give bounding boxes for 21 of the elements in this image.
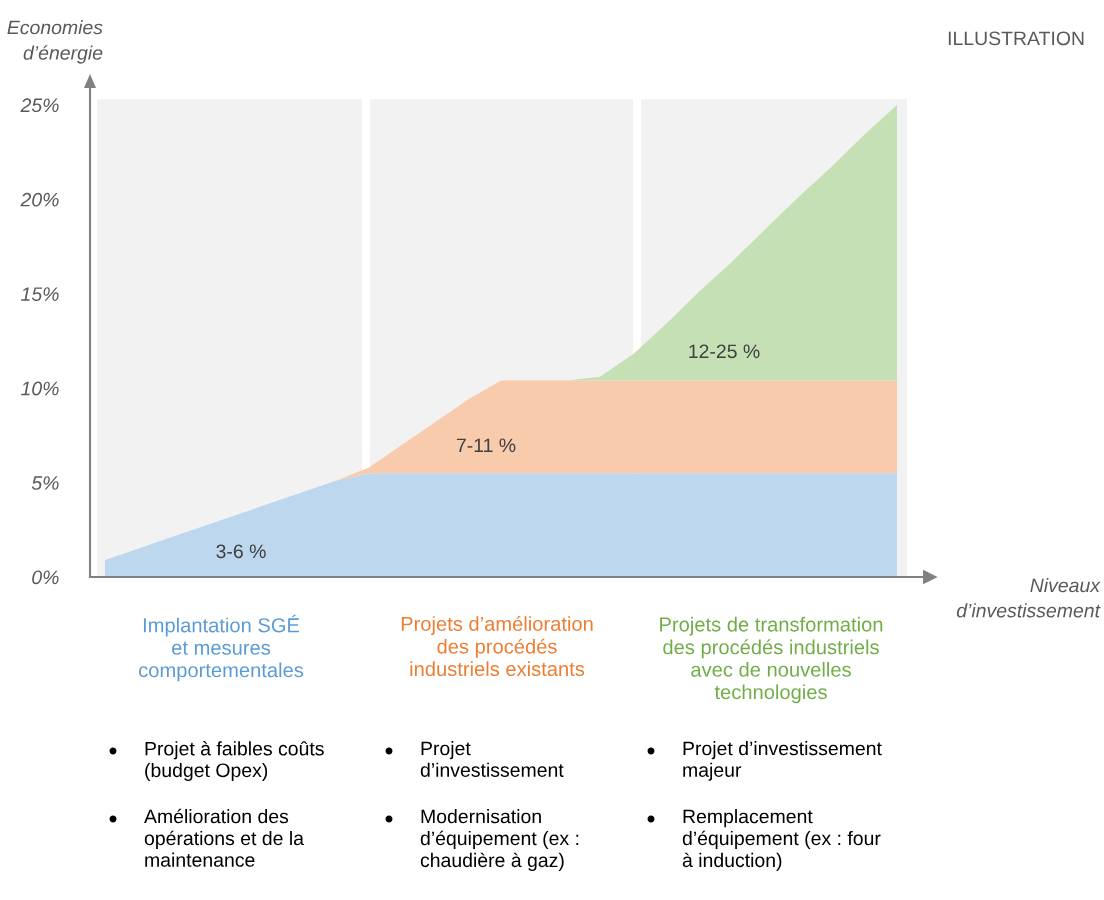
y-tick-label: 5% <box>31 476 59 490</box>
text: Projets d’amélioration des procédés industriels existants <box>401 615 593 677</box>
text: Remplacement d’équipement (ex : four à induction) <box>682 809 881 871</box>
y-tick-label: 0% <box>32 570 59 585</box>
text: Projet d’investissement majeur <box>683 741 882 781</box>
text: Amélioration des opérations et de la maintenance <box>144 808 304 867</box>
text: Modernisation d’équipement (ex : chaudière à gaz) <box>420 809 579 871</box>
annotation: 3-6 % <box>216 544 266 559</box>
annotation: 12-25 % <box>689 344 760 359</box>
text: ILLUSTRATION <box>948 31 1084 46</box>
text: Projet à faibles coûts (budget Opex) <box>145 741 324 781</box>
y-tick-label: 25% <box>20 98 59 113</box>
y-tick-label: 15% <box>21 287 59 301</box>
text: Implantation SGÉ et mesures comportementales <box>139 614 304 682</box>
y-tick-label: 10% <box>21 381 59 396</box>
y-tick-label: 20% <box>20 192 59 207</box>
annotation: 7-11 % <box>456 438 516 453</box>
y-axis-title: Economies d’énergie <box>7 20 103 64</box>
text: Projets de transformation des procédés industriels avec de nouvelles technologies <box>660 616 883 704</box>
x-axis-title: Niveaux d’investissement <box>956 578 1101 618</box>
text: Projet d’investissement <box>420 741 564 777</box>
